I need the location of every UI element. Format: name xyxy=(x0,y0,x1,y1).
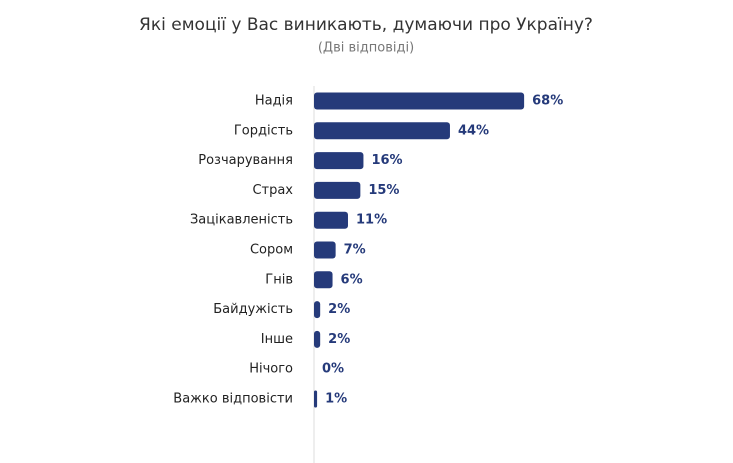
value-label: 2% xyxy=(328,302,350,317)
bar xyxy=(314,241,336,259)
value-label: 7% xyxy=(344,243,366,258)
value-label: 2% xyxy=(328,332,350,347)
value-label: 0% xyxy=(322,362,344,377)
bar xyxy=(314,271,333,289)
category-label: Зацікавленість xyxy=(190,213,293,228)
chart-subtitle: (Дві відповіді) xyxy=(318,41,414,56)
value-label: 44% xyxy=(458,123,489,138)
bar xyxy=(314,330,321,348)
bar xyxy=(314,301,321,319)
value-label: 6% xyxy=(341,272,363,287)
category-label: Гордість xyxy=(234,123,293,138)
category-label: Нічого xyxy=(249,362,293,377)
value-label: 11% xyxy=(356,213,387,228)
value-label: 15% xyxy=(368,183,399,198)
bar xyxy=(314,122,450,140)
category-label: Розчарування xyxy=(198,153,293,168)
bar xyxy=(314,181,361,199)
category-label: Байдужість xyxy=(213,302,293,317)
category-label: Сором xyxy=(250,243,293,258)
category-label: Гнів xyxy=(265,272,293,287)
bar xyxy=(314,152,364,170)
bar xyxy=(314,92,525,110)
bar xyxy=(314,211,348,229)
category-label: Надія xyxy=(255,94,293,109)
bar xyxy=(314,390,318,408)
chart-title: Які емоції у Вас виникають, думаючи про … xyxy=(139,15,593,35)
value-label: 16% xyxy=(371,153,402,168)
category-label: Важко відповісти xyxy=(173,392,293,407)
category-label: Страх xyxy=(252,183,293,198)
value-label: 1% xyxy=(325,392,347,407)
category-label: Інше xyxy=(261,332,293,347)
value-label: 68% xyxy=(532,94,563,109)
